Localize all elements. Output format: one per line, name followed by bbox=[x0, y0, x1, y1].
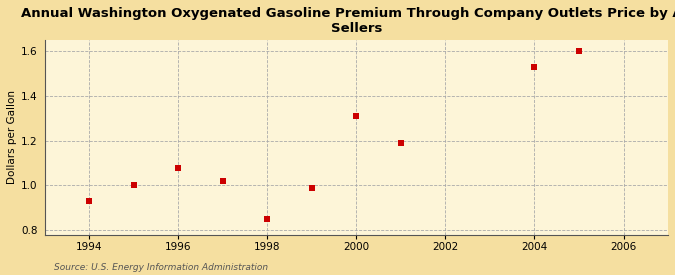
Y-axis label: Dollars per Gallon: Dollars per Gallon bbox=[7, 90, 17, 185]
Text: Source: U.S. Energy Information Administration: Source: U.S. Energy Information Administ… bbox=[54, 263, 268, 272]
Point bbox=[262, 217, 273, 221]
Point bbox=[173, 165, 184, 170]
Point bbox=[128, 183, 139, 188]
Title: Annual Washington Oxygenated Gasoline Premium Through Company Outlets Price by A: Annual Washington Oxygenated Gasoline Pr… bbox=[21, 7, 675, 35]
Point bbox=[529, 65, 540, 69]
Point bbox=[396, 141, 406, 145]
Point bbox=[574, 49, 585, 54]
Point bbox=[351, 114, 362, 119]
Point bbox=[306, 186, 317, 190]
Point bbox=[84, 199, 95, 203]
Point bbox=[217, 179, 228, 183]
